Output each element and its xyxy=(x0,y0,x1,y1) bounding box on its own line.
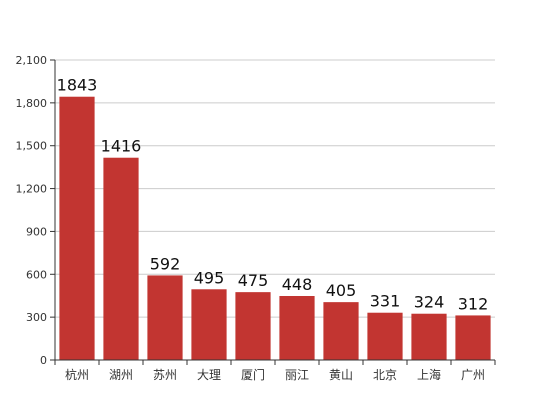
bar xyxy=(59,96,95,360)
data-label: 405 xyxy=(326,281,357,300)
data-label: 331 xyxy=(370,292,401,311)
x-tick-label: 杭州 xyxy=(65,367,89,382)
x-tick-label: 丽江 xyxy=(285,368,309,382)
data-label: 1843 xyxy=(57,76,98,95)
x-tick-label: 上海 xyxy=(417,367,441,382)
y-tick-label: 1,500 xyxy=(16,140,48,153)
bar xyxy=(235,292,271,360)
bar xyxy=(279,296,315,360)
bar xyxy=(411,313,447,360)
x-tick-label: 广州 xyxy=(461,368,485,382)
data-label: 312 xyxy=(458,294,489,313)
data-label: 495 xyxy=(194,268,225,287)
y-tick-label: 300 xyxy=(26,311,47,324)
bar xyxy=(103,157,139,360)
x-tick-label: 大理 xyxy=(197,368,221,382)
x-tick-label: 湖州 xyxy=(109,367,133,382)
y-tick-label: 1,800 xyxy=(16,97,48,110)
y-tick-label: 0 xyxy=(40,354,47,367)
bar xyxy=(367,312,403,360)
data-label: 448 xyxy=(282,275,313,294)
x-tick-label: 厦门 xyxy=(241,367,265,382)
x-tick-label: 苏州 xyxy=(153,368,177,382)
data-label: 324 xyxy=(414,293,445,312)
bar xyxy=(147,275,183,360)
y-tick-label: 2,100 xyxy=(16,54,48,67)
x-tick-label: 北京 xyxy=(373,368,397,382)
data-label: 1416 xyxy=(101,137,142,156)
bar xyxy=(191,289,227,360)
x-tick-label: 黄山 xyxy=(329,368,353,382)
data-labels: 1843 1416 592 495 475 448 405 331 324 312 xyxy=(57,76,489,314)
x-axis: 杭州 湖州 苏州 大理 厦门 丽江 黄山 北京 上海 广州 xyxy=(54,359,496,382)
data-label: 592 xyxy=(150,254,181,273)
y-tick-label: 900 xyxy=(26,225,47,238)
y-tick-label: 600 xyxy=(26,268,47,281)
bar xyxy=(455,315,491,360)
y-axis: 0 300 600 900 1,200 1,500 1,800 2,100 xyxy=(16,54,56,367)
data-label: 475 xyxy=(238,271,269,290)
y-tick-label: 1,200 xyxy=(16,183,48,196)
bars xyxy=(59,96,491,360)
bar xyxy=(323,302,359,360)
